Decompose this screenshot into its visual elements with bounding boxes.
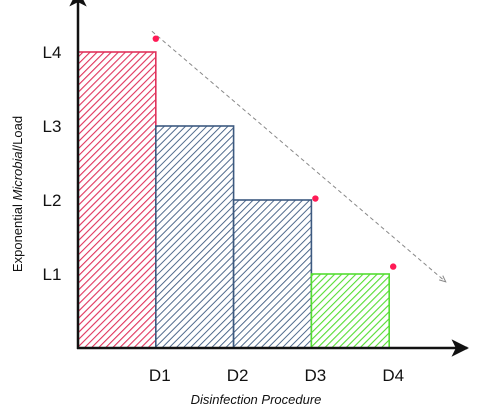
y-tick-label-l1: L1: [43, 265, 62, 284]
y-tick-label-l3: L3: [43, 117, 62, 136]
bar-3: [232, 199, 313, 349]
x-tick-labels: D1 D2 D3 D4: [149, 366, 404, 385]
data-point-1: [152, 35, 159, 42]
data-point-2: [312, 195, 319, 202]
y-tick-label-l2: L2: [43, 191, 62, 210]
bar-2: [155, 125, 235, 349]
trend-line: [151, 30, 445, 281]
points-layer: [152, 35, 397, 270]
bar-1: [77, 51, 157, 349]
bars-layer: [77, 51, 390, 349]
y-axis-label-part-2: Microbial: [10, 147, 25, 200]
x-tick-label-d4: D4: [382, 366, 404, 385]
x-tick-label-d3: D3: [305, 366, 327, 385]
x-axis-label: Disinfection Procedure: [191, 392, 322, 407]
x-tick-label-d1: D1: [149, 366, 171, 385]
y-tick-labels: L1 L2 L3 L4: [43, 43, 62, 284]
x-tick-label-d2: D2: [227, 366, 249, 385]
bar-4: [310, 273, 390, 349]
y-tick-label-l4: L4: [43, 43, 62, 62]
y-axis-label-part-1: Exponential: [10, 201, 25, 273]
y-axis-label: Exponential Microbial/Load: [10, 116, 25, 272]
data-point-3: [390, 263, 397, 270]
y-axis-label-part-3: /Load: [10, 116, 25, 149]
